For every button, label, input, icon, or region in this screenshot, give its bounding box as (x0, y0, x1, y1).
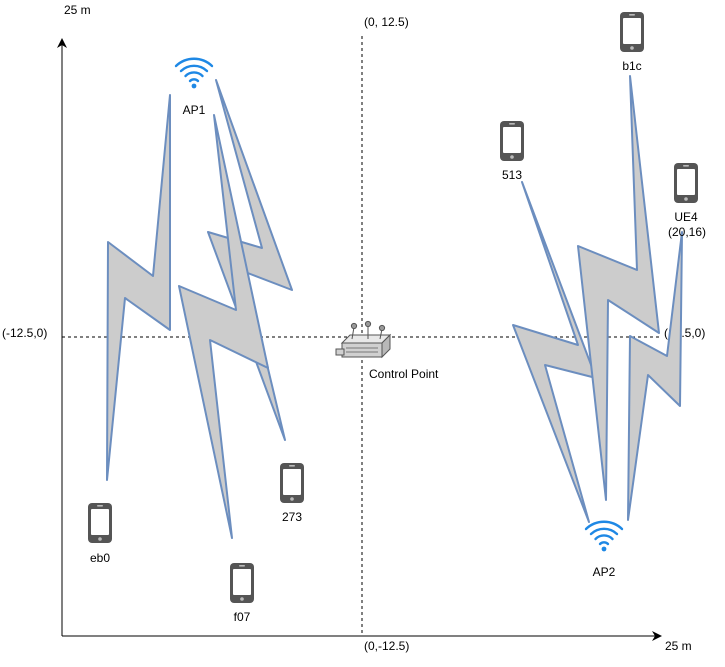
smartphone-icon (620, 12, 644, 52)
link-ap2-ue4 (627, 231, 683, 521)
x-axis-label: 25 m (665, 639, 692, 653)
control-point[interactable]: Control Point (335, 320, 439, 381)
link-ap1-eb0 (106, 94, 171, 481)
access-point-ap1[interactable]: AP1 (174, 57, 214, 117)
smartphone-icon (88, 503, 112, 543)
ap2-label: AP2 (593, 565, 616, 579)
device-label: b1c (622, 59, 641, 73)
device-label: 273 (282, 510, 302, 524)
device-label: 513 (502, 168, 522, 182)
wifi-icon (174, 57, 214, 90)
smartphone-icon (674, 163, 698, 203)
device-coordinates: (20,16) (668, 225, 706, 239)
wifi-icon (584, 520, 624, 553)
device-label: f07 (234, 610, 251, 624)
access-point-ap2[interactable]: AP2 (584, 520, 624, 579)
router-icon (335, 320, 392, 359)
wireless-links (106, 75, 683, 539)
device-b1c[interactable]: b1c (620, 12, 644, 73)
y-axis-label: 25 m (64, 3, 91, 17)
smartphone-icon (230, 563, 254, 603)
device-513[interactable]: 513 (500, 121, 524, 182)
device-ue4[interactable]: UE4 (20,16) (668, 163, 706, 239)
device-f07[interactable]: f07 (230, 563, 254, 624)
device-label: eb0 (90, 551, 110, 565)
link-ap2-513 (512, 181, 597, 523)
link-ap2-b1c (577, 75, 660, 501)
ap1-label: AP1 (183, 103, 206, 117)
link-ap1-f07 (178, 114, 269, 539)
left-coordinate-label: (-12.5,0) (2, 326, 47, 340)
top-coordinate-label: (0, 12.5) (364, 15, 409, 29)
smartphone-icon (500, 121, 524, 161)
control-point-label: Control Point (369, 367, 439, 381)
device-label: UE4 (674, 210, 698, 224)
device-eb0[interactable]: eb0 (88, 503, 112, 565)
link-ap1-273 (207, 79, 293, 441)
device-273[interactable]: 273 (280, 463, 304, 524)
smartphone-icon (280, 463, 304, 503)
bottom-coordinate-label: (0,-12.5) (364, 639, 409, 653)
